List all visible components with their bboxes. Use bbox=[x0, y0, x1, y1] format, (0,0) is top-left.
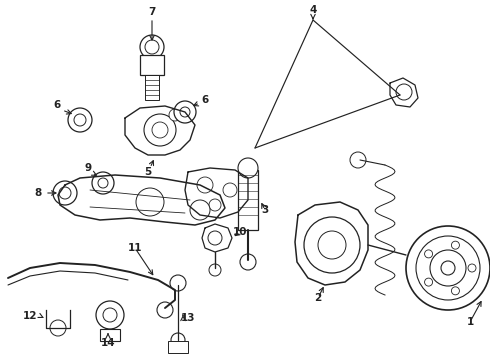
Circle shape bbox=[240, 254, 256, 270]
Text: 4: 4 bbox=[309, 5, 317, 15]
Circle shape bbox=[238, 158, 258, 178]
Circle shape bbox=[170, 275, 186, 291]
Circle shape bbox=[145, 40, 159, 54]
Text: 1: 1 bbox=[466, 317, 474, 327]
Circle shape bbox=[59, 187, 71, 199]
Circle shape bbox=[416, 236, 480, 300]
Circle shape bbox=[304, 217, 360, 273]
Circle shape bbox=[406, 226, 490, 310]
Circle shape bbox=[318, 231, 346, 259]
Text: 14: 14 bbox=[100, 338, 115, 348]
Text: 5: 5 bbox=[145, 167, 151, 177]
Circle shape bbox=[103, 308, 117, 322]
Circle shape bbox=[208, 231, 222, 245]
Circle shape bbox=[451, 287, 460, 295]
Circle shape bbox=[74, 114, 86, 126]
Circle shape bbox=[424, 278, 433, 286]
Circle shape bbox=[144, 114, 176, 146]
Circle shape bbox=[350, 152, 366, 168]
Text: 9: 9 bbox=[84, 163, 92, 173]
Text: 13: 13 bbox=[181, 313, 195, 323]
Circle shape bbox=[50, 320, 66, 336]
Circle shape bbox=[169, 109, 181, 121]
Circle shape bbox=[174, 101, 196, 123]
Text: 11: 11 bbox=[128, 243, 142, 253]
Text: 8: 8 bbox=[34, 188, 42, 198]
Circle shape bbox=[441, 261, 455, 275]
Circle shape bbox=[140, 35, 164, 59]
Text: 6: 6 bbox=[53, 100, 61, 110]
Circle shape bbox=[92, 172, 114, 194]
Text: 3: 3 bbox=[261, 205, 269, 215]
Circle shape bbox=[430, 250, 466, 286]
Circle shape bbox=[98, 178, 108, 188]
Circle shape bbox=[152, 122, 168, 138]
Circle shape bbox=[190, 200, 210, 220]
Text: 6: 6 bbox=[201, 95, 209, 105]
Circle shape bbox=[468, 264, 476, 272]
Circle shape bbox=[396, 84, 412, 100]
Bar bbox=[238, 170, 258, 230]
Circle shape bbox=[96, 301, 124, 329]
Circle shape bbox=[136, 188, 164, 216]
Circle shape bbox=[223, 183, 237, 197]
Text: 7: 7 bbox=[148, 7, 156, 17]
Circle shape bbox=[197, 177, 213, 193]
Text: 2: 2 bbox=[315, 293, 321, 303]
Bar bbox=[145, 75, 159, 100]
Bar bbox=[168, 341, 188, 353]
Circle shape bbox=[209, 264, 221, 276]
Circle shape bbox=[451, 241, 460, 249]
Circle shape bbox=[157, 302, 173, 318]
Text: 12: 12 bbox=[23, 311, 37, 321]
Circle shape bbox=[68, 108, 92, 132]
Circle shape bbox=[53, 181, 77, 205]
Circle shape bbox=[424, 250, 433, 258]
Circle shape bbox=[209, 199, 221, 211]
Text: 10: 10 bbox=[233, 227, 247, 237]
Circle shape bbox=[171, 333, 185, 347]
Bar bbox=[140, 55, 164, 75]
Bar bbox=[100, 329, 120, 341]
Circle shape bbox=[180, 107, 190, 117]
